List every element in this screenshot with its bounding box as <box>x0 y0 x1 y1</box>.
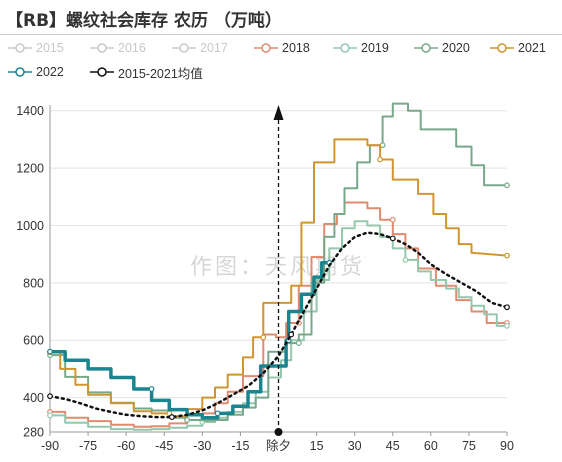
x-tick-label: -30 <box>193 439 211 453</box>
series-point <box>260 334 267 341</box>
y-tick-label: 800 <box>23 276 44 290</box>
x-tick-label: 15 <box>310 439 324 453</box>
x-tick-label: -75 <box>79 439 97 453</box>
legend-swatch-icon <box>90 67 114 77</box>
series-layer <box>47 102 510 431</box>
x-tick-label: 75 <box>462 439 476 453</box>
legend-item-2020[interactable]: 2020 <box>414 38 470 58</box>
series-2020-line <box>50 102 507 422</box>
y-tick-label: 280 <box>23 426 44 440</box>
series-point <box>295 340 302 346</box>
legend-swatch-icon <box>490 43 514 53</box>
legend-swatch-icon <box>172 43 196 53</box>
series-point <box>402 256 409 263</box>
series-point <box>504 322 510 329</box>
series-2021-line <box>50 138 508 418</box>
legend-swatch-icon <box>90 43 114 53</box>
legend-label: 2016 <box>118 41 146 55</box>
marker-dot <box>274 428 283 436</box>
series-point <box>214 410 221 417</box>
legend-swatch-icon <box>333 43 357 53</box>
legend-item-2015[interactable]: 2015 <box>8 38 64 58</box>
x-tick-label: -90 <box>41 439 59 453</box>
legend-label: 2018 <box>282 41 310 55</box>
legend-item-2018[interactable]: 2018 <box>254 38 310 58</box>
legend-label: 2017 <box>200 41 228 55</box>
series-point <box>504 182 510 189</box>
legend-label: 2019 <box>361 41 389 55</box>
y-tick-label: 1400 <box>16 104 44 118</box>
legend-swatch-icon <box>8 43 32 53</box>
y-tick-label: 400 <box>23 391 44 405</box>
x-tick-label: 90 <box>500 439 514 453</box>
y-tick-label: 1200 <box>16 162 44 176</box>
x-tick-label: 30 <box>348 439 362 453</box>
title-divider <box>0 34 562 35</box>
y-tick-label: 1000 <box>16 219 44 233</box>
x-tick-label: 60 <box>424 439 438 453</box>
series-point <box>377 156 383 163</box>
series-point <box>148 386 155 392</box>
legend-label: 2015-2021均值 <box>118 66 203 81</box>
series-2018-line <box>50 201 507 428</box>
arrow-up-icon <box>273 105 284 120</box>
legend-item-2022[interactable]: 2022 <box>8 62 64 82</box>
x-tick-label: 45 <box>386 439 400 453</box>
legend-item-2019[interactable]: 2019 <box>333 38 389 58</box>
legend-item-2021[interactable]: 2021 <box>490 38 546 58</box>
x-tick-label: 除夕 <box>266 438 291 453</box>
legend-label: 2015 <box>36 41 64 55</box>
legend-item-2015-2021[interactable]: 2015-2021均值 <box>90 62 203 82</box>
legend-swatch-icon <box>254 43 278 53</box>
legend-label: 2022 <box>36 65 64 79</box>
series-point <box>389 216 396 223</box>
legend-label: 2020 <box>442 41 470 55</box>
series-point <box>168 414 175 420</box>
series-point <box>47 393 53 400</box>
y-tick-label: 600 <box>23 334 44 348</box>
series-point <box>504 252 510 259</box>
series-2019-line <box>50 220 507 431</box>
festival-marker <box>273 105 284 436</box>
series-point <box>184 417 191 423</box>
legend-label: 2021 <box>518 41 546 55</box>
axis-layer: 280 400 600 800 1000 1200 1400 -90 -75 -60 -45 -30 -… <box>16 104 514 453</box>
x-tick-label: -45 <box>155 439 173 453</box>
series-point <box>47 412 53 419</box>
chart-title: 【RB】螺纹社会库存 农历 （万吨） <box>6 11 282 31</box>
x-tick-label: -15 <box>231 439 249 453</box>
legend-swatch-icon <box>414 43 438 53</box>
series-point <box>47 348 53 355</box>
series-point <box>288 331 295 338</box>
legend-item-2016[interactable]: 2016 <box>90 38 146 58</box>
legend-swatch-icon <box>8 67 32 77</box>
x-tick-label: -60 <box>117 439 135 453</box>
series-point <box>504 304 510 311</box>
legend-item-2017[interactable]: 2017 <box>172 38 228 58</box>
series-point <box>389 235 396 242</box>
